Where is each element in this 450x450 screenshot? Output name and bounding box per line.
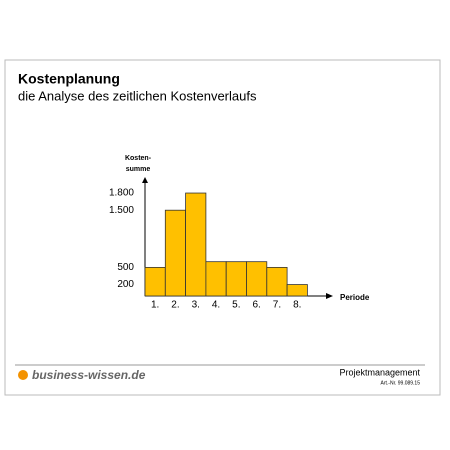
x-tick-label: 3. [192, 300, 200, 311]
bar [144, 266, 166, 297]
y-tick-label: 1.500 [109, 205, 134, 216]
x-axis-label: Periode [340, 293, 370, 302]
article-number: Art.-Nr. 99.089.15 [381, 380, 421, 386]
bar [286, 284, 308, 297]
x-axis-arrow [326, 293, 333, 299]
brand: business-wissen.de [32, 368, 146, 382]
bar [205, 261, 227, 297]
y-axis-label: summe [126, 166, 151, 173]
y-axis-arrow [142, 177, 148, 183]
x-tick-label: 2. [171, 300, 179, 311]
subtitle: die Analyse des zeitlichen Kostenverlauf… [18, 88, 257, 103]
bar [225, 261, 247, 297]
y-tick-label: 200 [117, 279, 134, 290]
x-tick-label: 1. [151, 300, 159, 311]
x-tick-label: 5. [232, 300, 240, 311]
y-tick-label: 500 [117, 262, 134, 273]
y-tick-label: 1.800 [109, 188, 134, 199]
x-tick-label: 8. [293, 300, 301, 311]
x-tick-label: 7. [273, 300, 281, 311]
brand-dot [18, 370, 28, 380]
x-tick-label: 4. [212, 300, 220, 311]
slide-frame [4, 59, 441, 396]
bar [185, 192, 207, 297]
y-axis-label: Kosten- [125, 155, 152, 162]
bar [164, 209, 187, 297]
title: Kostenplanung [18, 71, 120, 87]
bar [246, 261, 268, 297]
x-tick-label: 6. [252, 300, 260, 311]
section: Projektmanagement [339, 367, 420, 377]
bar [266, 266, 288, 297]
